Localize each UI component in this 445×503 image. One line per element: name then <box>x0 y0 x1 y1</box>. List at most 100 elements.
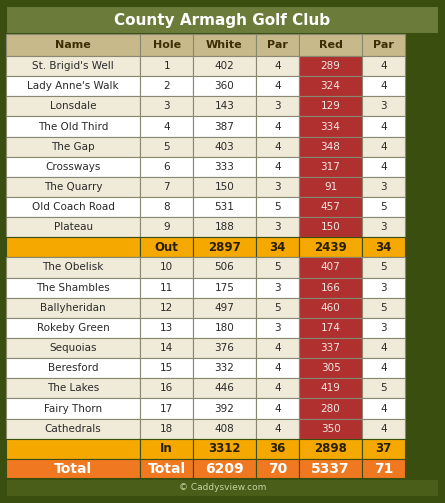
Bar <box>6 479 439 497</box>
Bar <box>140 318 193 338</box>
Bar <box>362 197 405 217</box>
Bar <box>362 318 405 338</box>
Text: Par: Par <box>373 40 394 50</box>
Text: 3: 3 <box>274 222 281 232</box>
Text: 334: 334 <box>320 122 340 131</box>
Bar <box>362 177 405 197</box>
Bar <box>140 56 193 76</box>
Text: Ballyheridan: Ballyheridan <box>40 303 106 313</box>
Bar <box>140 298 193 318</box>
Bar <box>256 157 299 177</box>
Bar <box>6 76 140 96</box>
Text: 305: 305 <box>321 363 340 373</box>
Bar <box>362 398 405 418</box>
Bar <box>193 278 256 298</box>
Text: 5: 5 <box>274 202 281 212</box>
Text: 2: 2 <box>163 81 170 91</box>
Text: 13: 13 <box>160 323 173 333</box>
Bar <box>140 237 193 258</box>
Text: 348: 348 <box>320 142 340 151</box>
Text: 460: 460 <box>321 303 340 313</box>
Text: The Lakes: The Lakes <box>47 383 99 393</box>
Text: 6: 6 <box>163 162 170 172</box>
Bar <box>140 177 193 197</box>
Text: 4: 4 <box>274 142 281 151</box>
Text: Par: Par <box>267 40 288 50</box>
Bar <box>140 96 193 116</box>
Bar <box>299 157 362 177</box>
Text: 3: 3 <box>380 323 387 333</box>
Text: 497: 497 <box>214 303 235 313</box>
Text: 15: 15 <box>160 363 173 373</box>
Bar <box>140 258 193 278</box>
Text: 6209: 6209 <box>205 462 244 476</box>
Bar <box>256 278 299 298</box>
Bar <box>256 34 299 56</box>
Bar <box>6 378 140 398</box>
Text: 419: 419 <box>320 383 340 393</box>
Text: 14: 14 <box>160 343 173 353</box>
Bar <box>256 358 299 378</box>
Bar <box>193 439 256 459</box>
Bar <box>140 278 193 298</box>
Text: 4: 4 <box>380 142 387 151</box>
Text: 387: 387 <box>214 122 235 131</box>
Text: 70: 70 <box>268 462 287 476</box>
Text: The Obelisk: The Obelisk <box>42 263 104 273</box>
Bar <box>362 338 405 358</box>
Bar <box>193 56 256 76</box>
Text: 402: 402 <box>214 61 235 71</box>
Text: 3: 3 <box>274 102 281 111</box>
Text: Fairy Thorn: Fairy Thorn <box>44 403 102 413</box>
Text: 1: 1 <box>163 61 170 71</box>
Bar <box>256 439 299 459</box>
Text: Lonsdale: Lonsdale <box>50 102 97 111</box>
Text: 337: 337 <box>320 343 340 353</box>
Text: 360: 360 <box>214 81 235 91</box>
Text: 4: 4 <box>380 122 387 131</box>
Bar <box>362 157 405 177</box>
Text: 3: 3 <box>380 102 387 111</box>
Bar <box>299 137 362 157</box>
Bar <box>140 157 193 177</box>
Text: Total: Total <box>148 462 186 476</box>
Bar <box>362 439 405 459</box>
Text: 4: 4 <box>380 162 387 172</box>
Text: 4: 4 <box>274 403 281 413</box>
Bar <box>193 338 256 358</box>
Text: 5: 5 <box>380 383 387 393</box>
Text: 333: 333 <box>214 162 235 172</box>
Text: 4: 4 <box>274 81 281 91</box>
Bar <box>6 298 140 318</box>
Text: Old Coach Road: Old Coach Road <box>32 202 114 212</box>
Text: 150: 150 <box>321 222 340 232</box>
Text: 376: 376 <box>214 343 235 353</box>
Bar <box>6 137 140 157</box>
Text: 8: 8 <box>163 202 170 212</box>
Bar <box>299 237 362 258</box>
Text: 174: 174 <box>320 323 340 333</box>
Bar <box>193 217 256 237</box>
Bar <box>362 418 405 439</box>
Text: 446: 446 <box>214 383 235 393</box>
Bar <box>193 378 256 398</box>
Bar <box>256 298 299 318</box>
Bar <box>362 217 405 237</box>
Text: Beresford: Beresford <box>48 363 98 373</box>
Bar <box>140 116 193 137</box>
Text: 4: 4 <box>163 122 170 131</box>
Bar <box>140 378 193 398</box>
Bar <box>140 76 193 96</box>
Text: White: White <box>206 40 243 50</box>
Bar <box>299 358 362 378</box>
Bar <box>193 237 256 258</box>
Text: 166: 166 <box>320 283 340 293</box>
Bar <box>6 217 140 237</box>
Bar <box>299 378 362 398</box>
Text: 403: 403 <box>214 142 235 151</box>
Text: 5: 5 <box>380 202 387 212</box>
Bar <box>256 318 299 338</box>
Bar <box>6 459 140 479</box>
Bar <box>256 459 299 479</box>
Text: Crossways: Crossways <box>45 162 101 172</box>
